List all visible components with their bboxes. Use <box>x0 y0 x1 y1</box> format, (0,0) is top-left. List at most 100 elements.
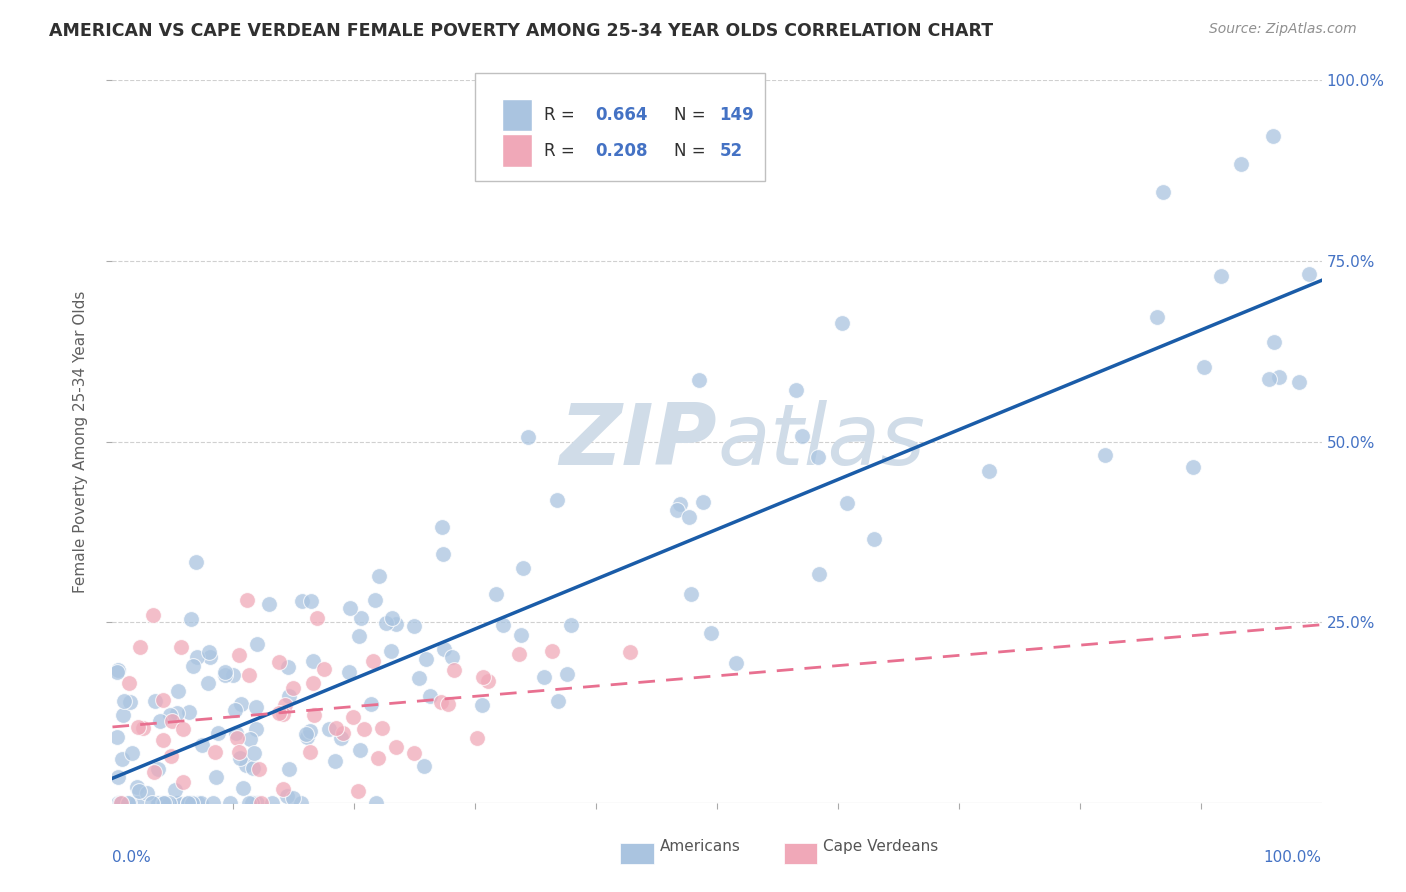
Point <box>129 640 152 654</box>
Point <box>107 771 129 785</box>
Point <box>197 675 219 690</box>
Point <box>430 695 453 709</box>
Point <box>271 782 294 797</box>
Point <box>214 665 236 679</box>
Point <box>1263 334 1285 349</box>
Text: 0.0%: 0.0% <box>112 850 152 864</box>
Point <box>349 742 371 756</box>
Point <box>281 791 304 805</box>
Text: R =: R = <box>544 142 581 160</box>
Point <box>366 796 388 810</box>
Point <box>807 450 830 464</box>
Point <box>509 627 531 641</box>
Point <box>181 659 204 673</box>
Point <box>250 796 273 810</box>
Point <box>1298 267 1320 281</box>
Point <box>700 625 723 640</box>
Point <box>1288 375 1310 389</box>
Point <box>346 784 368 798</box>
Point <box>219 796 242 810</box>
Point <box>160 749 183 764</box>
Point <box>512 561 534 575</box>
Point <box>323 754 346 768</box>
Point <box>508 648 530 662</box>
Point <box>415 652 437 666</box>
Point <box>433 642 456 657</box>
Point <box>159 708 181 723</box>
Point <box>688 373 710 387</box>
FancyBboxPatch shape <box>502 135 531 167</box>
Point <box>214 668 236 682</box>
Point <box>222 668 245 682</box>
Point <box>107 663 129 677</box>
Point <box>197 645 219 659</box>
Point <box>465 731 488 745</box>
Point <box>665 503 688 517</box>
Point <box>863 533 886 547</box>
Point <box>332 726 354 740</box>
Point <box>148 796 170 810</box>
Point <box>136 786 159 800</box>
Point <box>118 695 141 709</box>
Point <box>111 708 134 723</box>
Point <box>152 692 174 706</box>
Point <box>413 759 436 773</box>
Point <box>471 698 494 712</box>
Point <box>177 796 200 810</box>
Point <box>152 733 174 747</box>
Point <box>312 662 335 676</box>
Point <box>107 796 129 810</box>
Point <box>190 796 212 810</box>
Point <box>231 697 253 711</box>
Point <box>1230 157 1253 171</box>
Point <box>118 796 141 810</box>
Point <box>681 587 703 601</box>
Point <box>172 774 194 789</box>
Point <box>440 650 463 665</box>
Point <box>112 694 135 708</box>
Point <box>181 796 204 810</box>
Y-axis label: Female Poverty Among 25-34 Year Olds: Female Poverty Among 25-34 Year Olds <box>73 291 89 592</box>
Point <box>127 720 149 734</box>
Point <box>477 673 499 688</box>
Point <box>236 592 259 607</box>
Point <box>1094 448 1116 462</box>
Point <box>669 497 692 511</box>
Point <box>555 666 578 681</box>
Text: R =: R = <box>544 106 581 124</box>
Point <box>492 617 515 632</box>
Point <box>148 762 170 776</box>
Point <box>238 668 260 682</box>
Point <box>430 520 453 534</box>
Point <box>367 751 389 765</box>
Point <box>145 796 167 810</box>
Point <box>1146 310 1168 324</box>
Point <box>228 648 250 662</box>
Point <box>692 494 714 508</box>
Point <box>385 616 408 631</box>
Point <box>117 796 139 810</box>
Point <box>363 592 385 607</box>
Point <box>204 770 226 784</box>
Point <box>360 697 382 711</box>
Point <box>184 555 207 569</box>
Point <box>235 758 257 772</box>
Text: 149: 149 <box>720 106 754 124</box>
Point <box>349 629 371 643</box>
Point <box>298 723 321 738</box>
Point <box>541 644 564 658</box>
Point <box>132 722 155 736</box>
Point <box>368 569 391 583</box>
Point <box>371 721 394 735</box>
Point <box>305 611 328 625</box>
Point <box>239 732 262 747</box>
Text: N =: N = <box>673 106 710 124</box>
Point <box>149 714 172 728</box>
Point <box>979 464 1001 478</box>
Point <box>187 796 209 810</box>
Point <box>152 796 174 810</box>
Text: Americans: Americans <box>661 838 741 854</box>
Point <box>295 727 318 741</box>
Point <box>224 703 246 717</box>
FancyBboxPatch shape <box>620 843 654 864</box>
